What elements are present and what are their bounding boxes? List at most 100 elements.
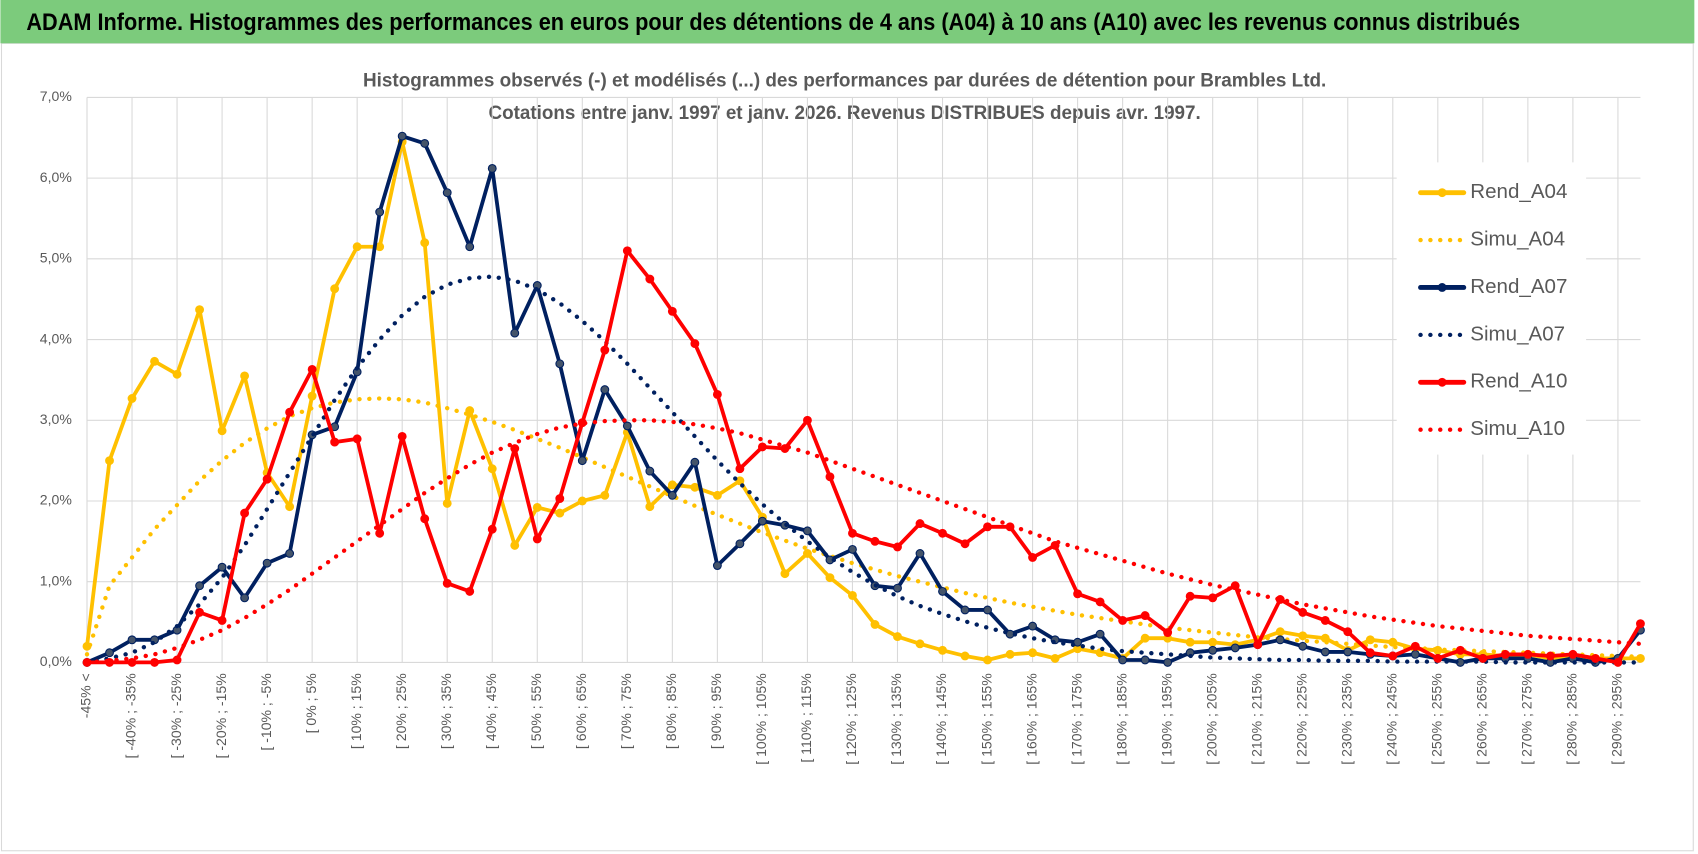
point [735, 539, 745, 549]
point [465, 586, 475, 596]
point [690, 339, 700, 349]
legend-label: Rend_A04 [1470, 180, 1567, 203]
legend-label: Simu_A07 [1470, 322, 1565, 345]
point [1388, 637, 1398, 647]
point [262, 558, 272, 568]
point [938, 528, 947, 538]
point [420, 138, 430, 148]
point [848, 590, 857, 600]
point [1005, 649, 1015, 659]
x-tick-label: [ 260% ; 265% [1474, 673, 1490, 764]
point [1230, 643, 1240, 653]
point [240, 371, 250, 381]
x-tick-label: [ 250% ; 255% [1429, 673, 1445, 764]
point [802, 549, 812, 558]
point [1163, 657, 1173, 667]
x-tick-label: [ 170% ; 175% [1068, 673, 1084, 764]
point [555, 359, 565, 369]
point [1163, 628, 1173, 637]
point [915, 549, 925, 558]
point [735, 464, 745, 474]
point [600, 385, 610, 395]
point [1275, 635, 1285, 645]
point [465, 242, 475, 252]
x-tick-label: [ 160% ; 165% [1023, 673, 1039, 764]
point [487, 524, 497, 534]
point [330, 437, 340, 447]
point [600, 490, 610, 500]
point [712, 561, 722, 570]
x-tick-label: [ 140% ; 145% [933, 673, 949, 764]
x-tick-label: [ 60% ; 65% [573, 673, 589, 749]
grid: 0,0% 1,0% 2,0% 3,0% 4,0% 5,0% 6,0% 7,0% -45% < [ … [40, 88, 1641, 765]
point [960, 651, 970, 661]
x-tick-label: [ 190% ; 195% [1158, 673, 1174, 764]
point [510, 444, 520, 453]
point [1095, 629, 1105, 639]
y-tick-label: 2,0% [40, 492, 72, 508]
point [285, 549, 295, 558]
x-tick-label: [ 220% ; 225% [1293, 673, 1309, 764]
y-tick-label: 3,0% [40, 411, 72, 427]
x-tick-label: [ 70% ; 75% [618, 673, 634, 749]
point [127, 635, 137, 645]
legend-label: Simu_A10 [1470, 417, 1565, 440]
point [960, 605, 970, 615]
point [1455, 645, 1465, 655]
point [757, 442, 767, 452]
point [510, 328, 520, 338]
point [1140, 633, 1150, 643]
legend-marker [1437, 377, 1447, 387]
point [195, 305, 205, 315]
point [577, 456, 587, 466]
point [397, 431, 407, 441]
x-tick-label: [ 50% ; 55% [528, 673, 544, 749]
point [1545, 651, 1555, 661]
legend-label: Rend_A07 [1470, 275, 1567, 298]
point [1208, 637, 1218, 647]
point [712, 390, 722, 399]
point [983, 522, 992, 532]
point [195, 607, 205, 617]
legend-label: Simu_A04 [1470, 228, 1565, 251]
point [217, 562, 227, 572]
point [1343, 647, 1353, 657]
point [1410, 641, 1420, 651]
point [1185, 591, 1195, 601]
y-tick-label: 0,0% [40, 653, 72, 669]
x-tick-label: [ -30% ; -25% [168, 673, 184, 758]
page-title: ADAM Informe. Histogrammes des performan… [26, 9, 1520, 36]
point [1073, 637, 1083, 647]
point [938, 586, 947, 596]
point [442, 578, 452, 588]
legend-box [1396, 162, 1587, 455]
legend-marker [1437, 283, 1447, 292]
point [150, 657, 159, 667]
point [622, 246, 632, 256]
point [1050, 653, 1060, 663]
point [285, 407, 295, 417]
point [690, 482, 700, 492]
point [1118, 616, 1128, 625]
point [532, 534, 542, 544]
point [1118, 655, 1128, 665]
point [1433, 653, 1443, 663]
chart-title: Histogrammes observés (-) et modélisés (… [363, 69, 1326, 91]
point [983, 605, 992, 615]
point [1253, 640, 1263, 650]
x-tick-label: [ -10% ; -5% [258, 673, 274, 750]
point [1140, 611, 1150, 621]
point [1613, 657, 1623, 667]
point [1320, 647, 1330, 657]
x-tick-label: [ 80% ; 85% [663, 673, 679, 749]
point [532, 503, 542, 512]
point [1500, 649, 1510, 659]
point [172, 369, 182, 379]
point [307, 391, 317, 401]
point [1410, 649, 1420, 659]
point [1365, 648, 1375, 658]
point [645, 502, 655, 512]
y-tick-label: 4,0% [40, 330, 72, 346]
